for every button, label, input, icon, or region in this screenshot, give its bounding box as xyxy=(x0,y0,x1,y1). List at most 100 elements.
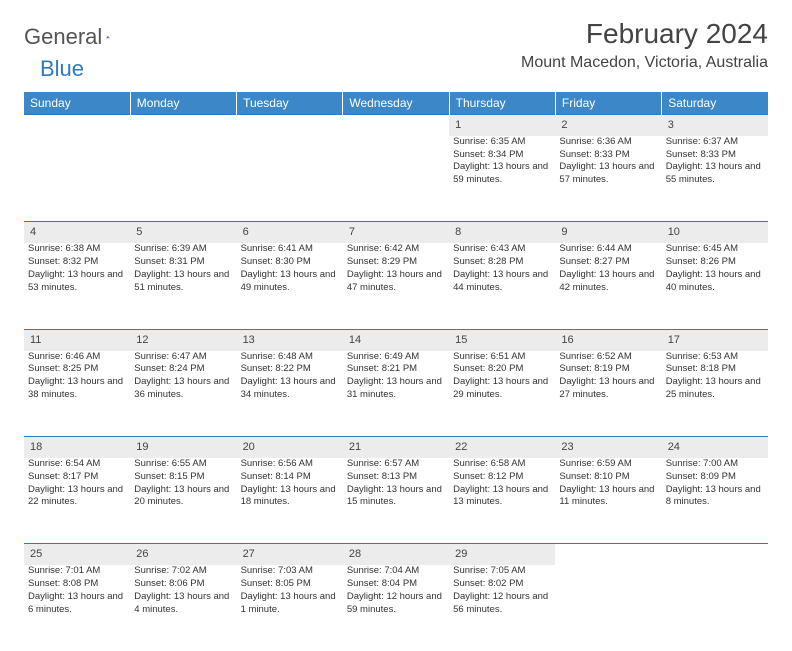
sunset-text: Sunset: 8:24 PM xyxy=(134,363,232,376)
sunset-text: Sunset: 8:12 PM xyxy=(453,471,551,484)
sunset-text: Sunset: 8:15 PM xyxy=(134,471,232,484)
daylight-text: Daylight: 13 hours and 25 minutes. xyxy=(666,376,764,402)
daylight-text: Daylight: 13 hours and 4 minutes. xyxy=(134,591,232,617)
day-info-cell: Sunrise: 6:41 AMSunset: 8:30 PMDaylight:… xyxy=(237,243,343,329)
day-info-cell xyxy=(237,136,343,222)
sunrise-text: Sunrise: 6:45 AM xyxy=(666,243,764,256)
sunset-text: Sunset: 8:33 PM xyxy=(666,149,764,162)
sunset-text: Sunset: 8:32 PM xyxy=(28,256,126,269)
logo: General xyxy=(24,24,128,50)
day-info-cell: Sunrise: 6:48 AMSunset: 8:22 PMDaylight:… xyxy=(237,351,343,437)
day-number-cell: 29 xyxy=(449,544,555,565)
daylight-text: Daylight: 13 hours and 18 minutes. xyxy=(241,484,339,510)
day-info-cell: Sunrise: 6:53 AMSunset: 8:18 PMDaylight:… xyxy=(662,351,768,437)
day-number-cell: 15 xyxy=(449,329,555,350)
day-number-cell: 26 xyxy=(130,544,236,565)
daylight-text: Daylight: 13 hours and 55 minutes. xyxy=(666,161,764,187)
daylight-text: Daylight: 13 hours and 53 minutes. xyxy=(28,269,126,295)
sunrise-text: Sunrise: 6:42 AM xyxy=(347,243,445,256)
day-info-cell xyxy=(343,136,449,222)
day-info-row: Sunrise: 6:38 AMSunset: 8:32 PMDaylight:… xyxy=(24,243,768,329)
day-number-cell: 10 xyxy=(662,222,768,243)
daylight-text: Daylight: 13 hours and 8 minutes. xyxy=(666,484,764,510)
sunrise-text: Sunrise: 7:01 AM xyxy=(28,565,126,578)
daylight-text: Daylight: 13 hours and 40 minutes. xyxy=(666,269,764,295)
weekday-header: Wednesday xyxy=(343,92,449,115)
daylight-text: Daylight: 13 hours and 36 minutes. xyxy=(134,376,232,402)
day-info-cell: Sunrise: 6:44 AMSunset: 8:27 PMDaylight:… xyxy=(555,243,661,329)
day-info-cell xyxy=(555,565,661,651)
day-info-cell: Sunrise: 6:45 AMSunset: 8:26 PMDaylight:… xyxy=(662,243,768,329)
sunrise-text: Sunrise: 6:53 AM xyxy=(666,351,764,364)
sunset-text: Sunset: 8:08 PM xyxy=(28,578,126,591)
daylight-text: Daylight: 13 hours and 38 minutes. xyxy=(28,376,126,402)
sunset-text: Sunset: 8:02 PM xyxy=(453,578,551,591)
daylight-text: Daylight: 13 hours and 29 minutes. xyxy=(453,376,551,402)
day-number-cell: 7 xyxy=(343,222,449,243)
day-info-row: Sunrise: 6:35 AMSunset: 8:34 PMDaylight:… xyxy=(24,136,768,222)
day-info-cell: Sunrise: 6:38 AMSunset: 8:32 PMDaylight:… xyxy=(24,243,130,329)
day-number-cell xyxy=(130,115,236,136)
day-info-cell: Sunrise: 7:02 AMSunset: 8:06 PMDaylight:… xyxy=(130,565,236,651)
sunset-text: Sunset: 8:22 PM xyxy=(241,363,339,376)
sunrise-text: Sunrise: 6:54 AM xyxy=(28,458,126,471)
day-info-cell: Sunrise: 6:46 AMSunset: 8:25 PMDaylight:… xyxy=(24,351,130,437)
day-info-row: Sunrise: 7:01 AMSunset: 8:08 PM Daylight:… xyxy=(24,565,768,651)
daylight-text: Daylight: 13 hours and 59 minutes. xyxy=(453,161,551,187)
day-number-cell: 28 xyxy=(343,544,449,565)
day-info-cell: Sunrise: 7:01 AMSunset: 8:08 PMDaylight:… xyxy=(24,565,130,651)
day-info-cell: Sunrise: 6:54 AMSunset: 8:17 PMDaylight:… xyxy=(24,458,130,544)
day-number-cell xyxy=(237,115,343,136)
day-number-cell: 2 xyxy=(555,115,661,136)
day-number-row: 18192021222324 xyxy=(24,437,768,458)
day-info-cell xyxy=(130,136,236,222)
day-number-row: 2526272829 xyxy=(24,544,768,565)
day-info-cell: Sunrise: 6:51 AMSunset: 8:20 PMDaylight:… xyxy=(449,351,555,437)
day-number-row: 45678910 xyxy=(24,222,768,243)
day-number-cell: 16 xyxy=(555,329,661,350)
daylight-text: Daylight: 13 hours and 1 minute. xyxy=(241,591,339,617)
sunset-text: Sunset: 8:05 PM xyxy=(241,578,339,591)
sunrise-text: Sunrise: 7:03 AM xyxy=(241,565,339,578)
sunrise-text: Sunrise: 6:49 AM xyxy=(347,351,445,364)
sunset-text: Sunset: 8:34 PM xyxy=(453,149,551,162)
daylight-text: Daylight: 13 hours and 51 minutes. xyxy=(134,269,232,295)
day-number-cell: 3 xyxy=(662,115,768,136)
sunset-text: Sunset: 8:13 PM xyxy=(347,471,445,484)
day-number-cell: 23 xyxy=(555,437,661,458)
sunrise-text: Sunrise: 6:46 AM xyxy=(28,351,126,364)
sunrise-text: Sunrise: 6:55 AM xyxy=(134,458,232,471)
month-title: February 2024 xyxy=(521,18,768,50)
sunrise-text: Sunrise: 6:58 AM xyxy=(453,458,551,471)
sunset-text: Sunset: 8:14 PM xyxy=(241,471,339,484)
day-number-cell: 8 xyxy=(449,222,555,243)
weekday-header: Friday xyxy=(555,92,661,115)
weekday-header-row: Sunday Monday Tuesday Wednesday Thursday… xyxy=(24,92,768,115)
sunrise-text: Sunrise: 6:35 AM xyxy=(453,136,551,149)
sunrise-text: Sunrise: 6:38 AM xyxy=(28,243,126,256)
sunrise-text: Sunrise: 6:57 AM xyxy=(347,458,445,471)
day-info-cell: Sunrise: 6:42 AMSunset: 8:29 PMDaylight:… xyxy=(343,243,449,329)
day-number-cell: 14 xyxy=(343,329,449,350)
sunset-text: Sunset: 8:04 PM xyxy=(347,578,445,591)
sunrise-text: Sunrise: 6:47 AM xyxy=(134,351,232,364)
daylight-text: Daylight: 13 hours and 13 minutes. xyxy=(453,484,551,510)
sunset-text: Sunset: 8:26 PM xyxy=(666,256,764,269)
sunset-text: Sunset: 8:30 PM xyxy=(241,256,339,269)
day-info-cell: Sunrise: 7:03 AMSunset: 8:05 PMDaylight:… xyxy=(237,565,343,651)
day-info-cell: Sunrise: 6:36 AMSunset: 8:33 PMDaylight:… xyxy=(555,136,661,222)
day-number-cell: 21 xyxy=(343,437,449,458)
day-number-cell: 6 xyxy=(237,222,343,243)
day-info-cell: Sunrise: 7:00 AMSunset: 8:09 PMDaylight:… xyxy=(662,458,768,544)
daylight-text: Daylight: 13 hours and 47 minutes. xyxy=(347,269,445,295)
daylight-text: Daylight: 13 hours and 11 minutes. xyxy=(559,484,657,510)
weekday-header: Saturday xyxy=(662,92,768,115)
day-number-cell: 1 xyxy=(449,115,555,136)
sunset-text: Sunset: 8:09 PM xyxy=(666,471,764,484)
sunset-text: Sunset: 8:28 PM xyxy=(453,256,551,269)
day-info-cell: Sunrise: 7:05 AMSunset: 8:02 PMDaylight:… xyxy=(449,565,555,651)
title-block: February 2024 Mount Macedon, Victoria, A… xyxy=(521,18,768,72)
day-info-cell: Sunrise: 6:37 AMSunset: 8:33 PMDaylight:… xyxy=(662,136,768,222)
daylight-text: Daylight: 13 hours and 15 minutes. xyxy=(347,484,445,510)
daylight-text: Daylight: 13 hours and 22 minutes. xyxy=(28,484,126,510)
